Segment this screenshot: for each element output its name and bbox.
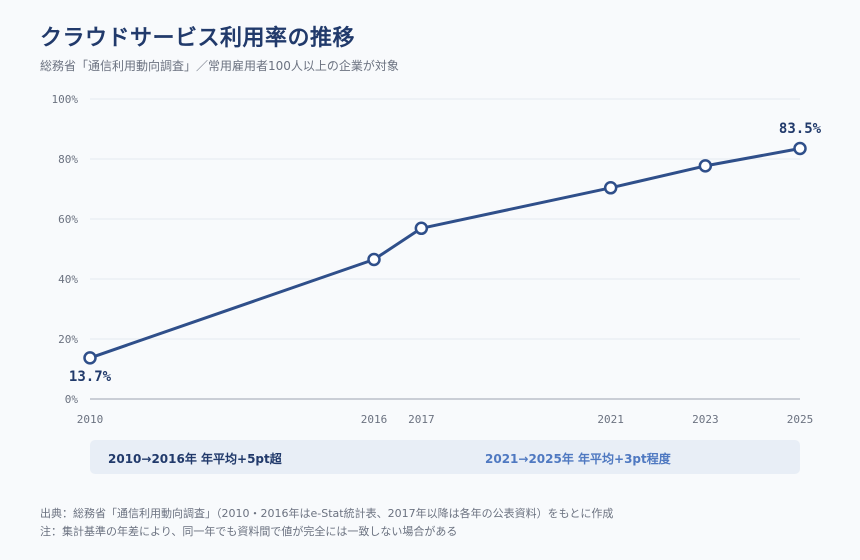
y-tick-label: 100% bbox=[52, 93, 79, 106]
chart-title: クラウドサービス利用率の推移 bbox=[40, 26, 356, 51]
chart-subtitle: 総務省「通信利用動向調査」／常用雇用者100人以上の企業が対象 bbox=[40, 59, 399, 73]
source-note: 出典：総務省「通信利用動向調査」（2010・2016年はe-Stat統計表、20… bbox=[40, 507, 614, 520]
grid-lines bbox=[90, 98, 800, 340]
x-tick-label: 2025 bbox=[787, 413, 814, 426]
x-tick-label: 2023 bbox=[692, 413, 719, 426]
series-line bbox=[88, 147, 802, 360]
y-tick-label: 40% bbox=[58, 273, 78, 286]
x-tick-label: 2010 bbox=[77, 413, 104, 426]
data-points bbox=[83, 141, 807, 365]
data-point bbox=[793, 141, 807, 156]
annotation-left: 2010→2016年 年平均+5pt超 bbox=[108, 452, 282, 466]
data-point bbox=[83, 351, 97, 365]
x-axis-ticks: 2010 2016 2017 2021 2023 2025 bbox=[77, 413, 814, 426]
x-tick-label: 2017 bbox=[408, 413, 435, 426]
data-point bbox=[367, 252, 381, 267]
x-tick-label: 2021 bbox=[597, 413, 624, 426]
annotation-right: 2021→2025年 年平均+3pt程度 bbox=[485, 452, 671, 466]
y-axis-ticks: 0% 20% 40% 60% 80% 100% bbox=[52, 93, 79, 406]
end-value-label: 83.5% bbox=[779, 121, 822, 137]
data-point bbox=[603, 181, 618, 195]
footnote: 注：集計基準の年差により、同一年でも資料間で値が完全には一致しない場合がある bbox=[40, 525, 458, 538]
y-tick-label: 0% bbox=[65, 393, 79, 406]
data-point bbox=[414, 221, 429, 236]
y-tick-label: 20% bbox=[58, 333, 78, 346]
data-point bbox=[698, 159, 713, 173]
x-tick-label: 2016 bbox=[361, 413, 388, 426]
start-value-label: 13.7% bbox=[69, 369, 112, 385]
y-tick-label: 60% bbox=[58, 213, 78, 226]
line-chart: 0%20%40%60%80%100% 2010 2016 2017 2021 2023 2… bbox=[52, 93, 822, 426]
y-tick-label: 80% bbox=[58, 153, 78, 166]
annotation-band: 2010→2016年 年平均+5pt超 2021→2025年 年平均+3pt程度 bbox=[90, 440, 800, 474]
